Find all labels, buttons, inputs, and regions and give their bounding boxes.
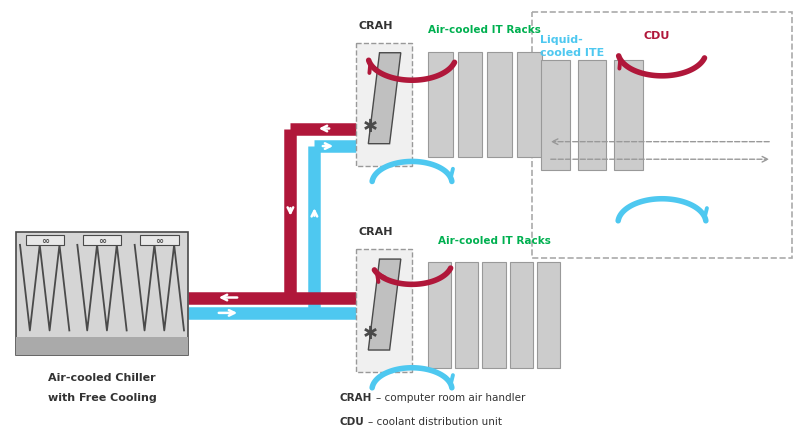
- Bar: [83, 236, 122, 245]
- Bar: [541, 61, 570, 171]
- Bar: [16, 232, 188, 355]
- Bar: [356, 44, 412, 166]
- Text: CRAH: CRAH: [358, 21, 393, 31]
- Bar: [140, 236, 178, 245]
- Text: CRAH: CRAH: [340, 392, 372, 402]
- Text: Air-cooled Chiller: Air-cooled Chiller: [48, 372, 156, 382]
- Bar: [510, 263, 533, 368]
- Text: Air-cooled IT Racks: Air-cooled IT Racks: [428, 25, 542, 35]
- Text: CRAH: CRAH: [358, 226, 393, 237]
- Bar: [428, 53, 453, 158]
- Bar: [356, 250, 412, 372]
- Text: ∞: ∞: [98, 236, 106, 245]
- Bar: [458, 53, 482, 158]
- Text: ✱: ✱: [362, 118, 378, 136]
- Text: ✱: ✱: [362, 324, 378, 342]
- Bar: [517, 53, 542, 158]
- Polygon shape: [368, 53, 401, 145]
- Text: CDU: CDU: [340, 416, 365, 426]
- Bar: [428, 263, 451, 368]
- Text: CDU: CDU: [644, 31, 670, 41]
- Bar: [614, 61, 643, 171]
- Text: – computer room air handler: – computer room air handler: [376, 392, 526, 402]
- Text: Liquid-
cooled ITE: Liquid- cooled ITE: [540, 35, 604, 57]
- Bar: [455, 263, 478, 368]
- Bar: [532, 13, 792, 258]
- Polygon shape: [368, 259, 401, 350]
- Text: Air-cooled IT Racks: Air-cooled IT Racks: [438, 235, 550, 245]
- Text: ∞: ∞: [155, 236, 163, 245]
- Text: ∞: ∞: [41, 236, 49, 245]
- Bar: [537, 263, 560, 368]
- Bar: [482, 263, 506, 368]
- Bar: [487, 53, 512, 158]
- Bar: [16, 337, 188, 355]
- Bar: [578, 61, 606, 171]
- Text: – coolant distribution unit: – coolant distribution unit: [368, 416, 502, 426]
- Text: with Free Cooling: with Free Cooling: [48, 392, 156, 402]
- Bar: [26, 236, 64, 245]
